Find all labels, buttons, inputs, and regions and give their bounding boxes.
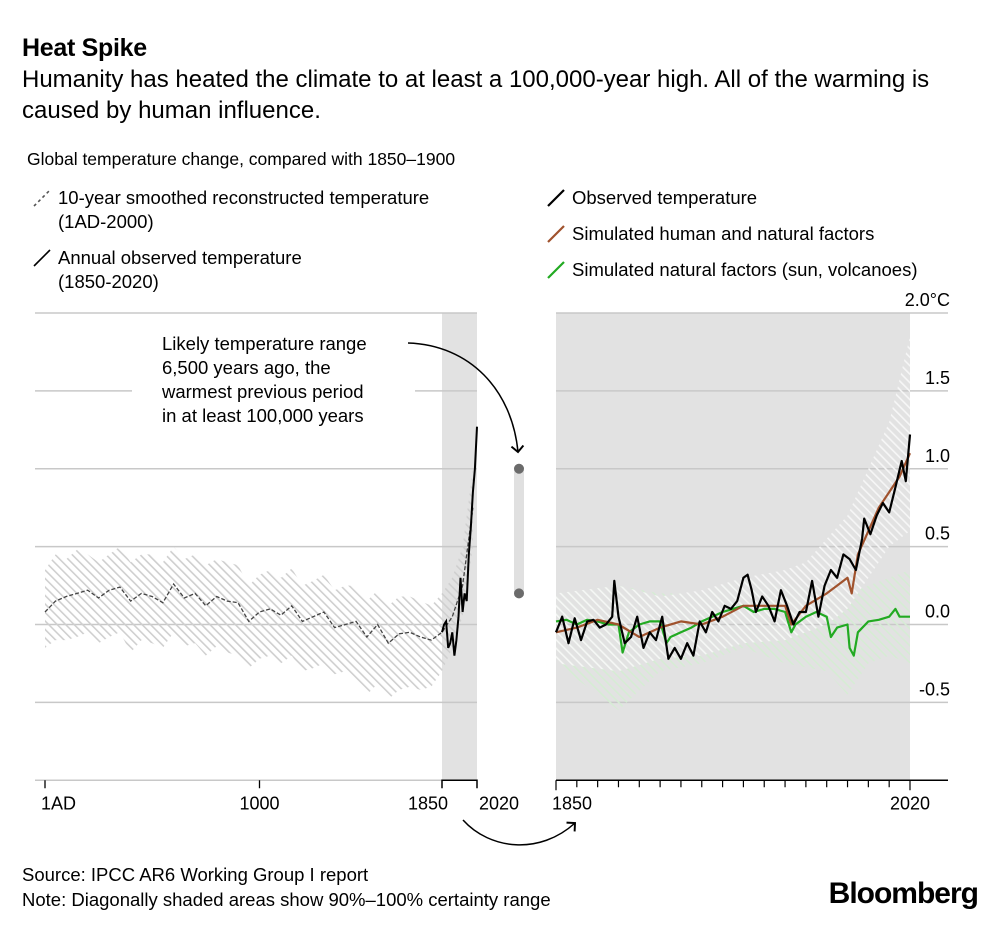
annotation-layer	[407, 342, 577, 846]
green-line-icon	[547, 261, 565, 279]
bloomberg-logo: Bloomberg	[828, 877, 979, 910]
note-text: Note: Diagonally shaded areas show 90%–1…	[22, 889, 551, 910]
left-band-bracket	[441, 779, 478, 789]
legend-right: Observed temperature Simulated human and…	[546, 186, 918, 294]
footer: Source: IPCC AR6 Working Group I report …	[22, 862, 551, 912]
legend-label: 10-year smoothed reconstructed temperatu…	[58, 187, 430, 208]
chart-description: Global temperature change, compared with…	[27, 149, 456, 169]
y-tick-label: 2.0°C	[905, 290, 950, 310]
annotation-line: in at least 100,000 years	[162, 405, 364, 426]
zoom-arrow	[462, 819, 577, 846]
legend-label: Simulated natural factors (sun, volcanoe…	[572, 259, 918, 280]
legend-item-observed: Observed temperature	[546, 186, 918, 210]
black-line-icon	[547, 189, 565, 207]
brown-line-icon	[547, 225, 565, 243]
axis-layer: 2.0°C 1.5 1.0 0.5 0.0 -0.5 1AD 1000 1850 2020 1850…	[35, 290, 950, 813]
y-tick-label: 1.0	[925, 446, 950, 466]
line-layer	[44, 426, 912, 660]
dashed-line-icon	[33, 189, 51, 207]
x-tick-label: 2020	[479, 793, 519, 813]
reconstructed-temperature-line	[44, 507, 474, 645]
annotation-line: 6,500 years ago, the	[162, 357, 331, 378]
chart-subtitle: Humanity has heated the climate to at le…	[22, 66, 930, 124]
y-tick-label: -0.5	[919, 679, 950, 699]
natural-factors-line	[555, 604, 910, 657]
legend-item-natural: Simulated natural factors (sun, volcanoe…	[546, 258, 918, 282]
annotation-text: Likely temperature range 6,500 years ago…	[162, 332, 367, 428]
legend-label: Observed temperature	[572, 187, 758, 208]
y-tick-label: 0.5	[925, 524, 950, 544]
human-natural-uncertainty-band	[556, 336, 910, 672]
chart-title: Heat Spike	[22, 34, 147, 62]
solid-line-icon	[33, 249, 51, 267]
legend-item-reconstructed: 10-year smoothed reconstructed temperatu…	[32, 186, 429, 234]
y-tick-label: 1.5	[925, 368, 950, 388]
range-high-dot	[514, 463, 524, 474]
reconstructed-uncertainty-band	[45, 468, 473, 700]
x-tick-label: 1850	[408, 793, 448, 813]
human-natural-line	[555, 452, 912, 639]
legend-label: Annual observed temperature	[58, 247, 302, 268]
annual-observed-line	[441, 426, 478, 656]
x-tick-label: 2020	[890, 793, 930, 813]
legend-item-annual-observed: Annual observed temperature (1850-2020)	[32, 246, 429, 294]
x-tick-label: 1850	[552, 793, 592, 813]
range-low-dot	[514, 588, 524, 599]
x-tick-label: 1000	[239, 793, 279, 813]
legend-label: Simulated human and natural factors	[572, 223, 875, 244]
observed-temperature-line	[554, 434, 912, 660]
y-tick-label: 0.0	[925, 602, 950, 622]
legend-label-sub: (1AD-2000)	[58, 211, 154, 232]
legend-item-human-natural: Simulated human and natural factors	[546, 222, 918, 246]
annotation-arrow	[407, 342, 525, 454]
legend-label-sub: (1850-2020)	[58, 271, 159, 292]
source-text: Source: IPCC AR6 Working Group I report	[22, 864, 369, 885]
annotation-line: warmest previous period	[162, 381, 364, 402]
annotation-line: Likely temperature range	[162, 333, 367, 354]
x-tick-label: 1AD	[41, 793, 76, 813]
legend-left: 10-year smoothed reconstructed temperatu…	[32, 186, 429, 306]
